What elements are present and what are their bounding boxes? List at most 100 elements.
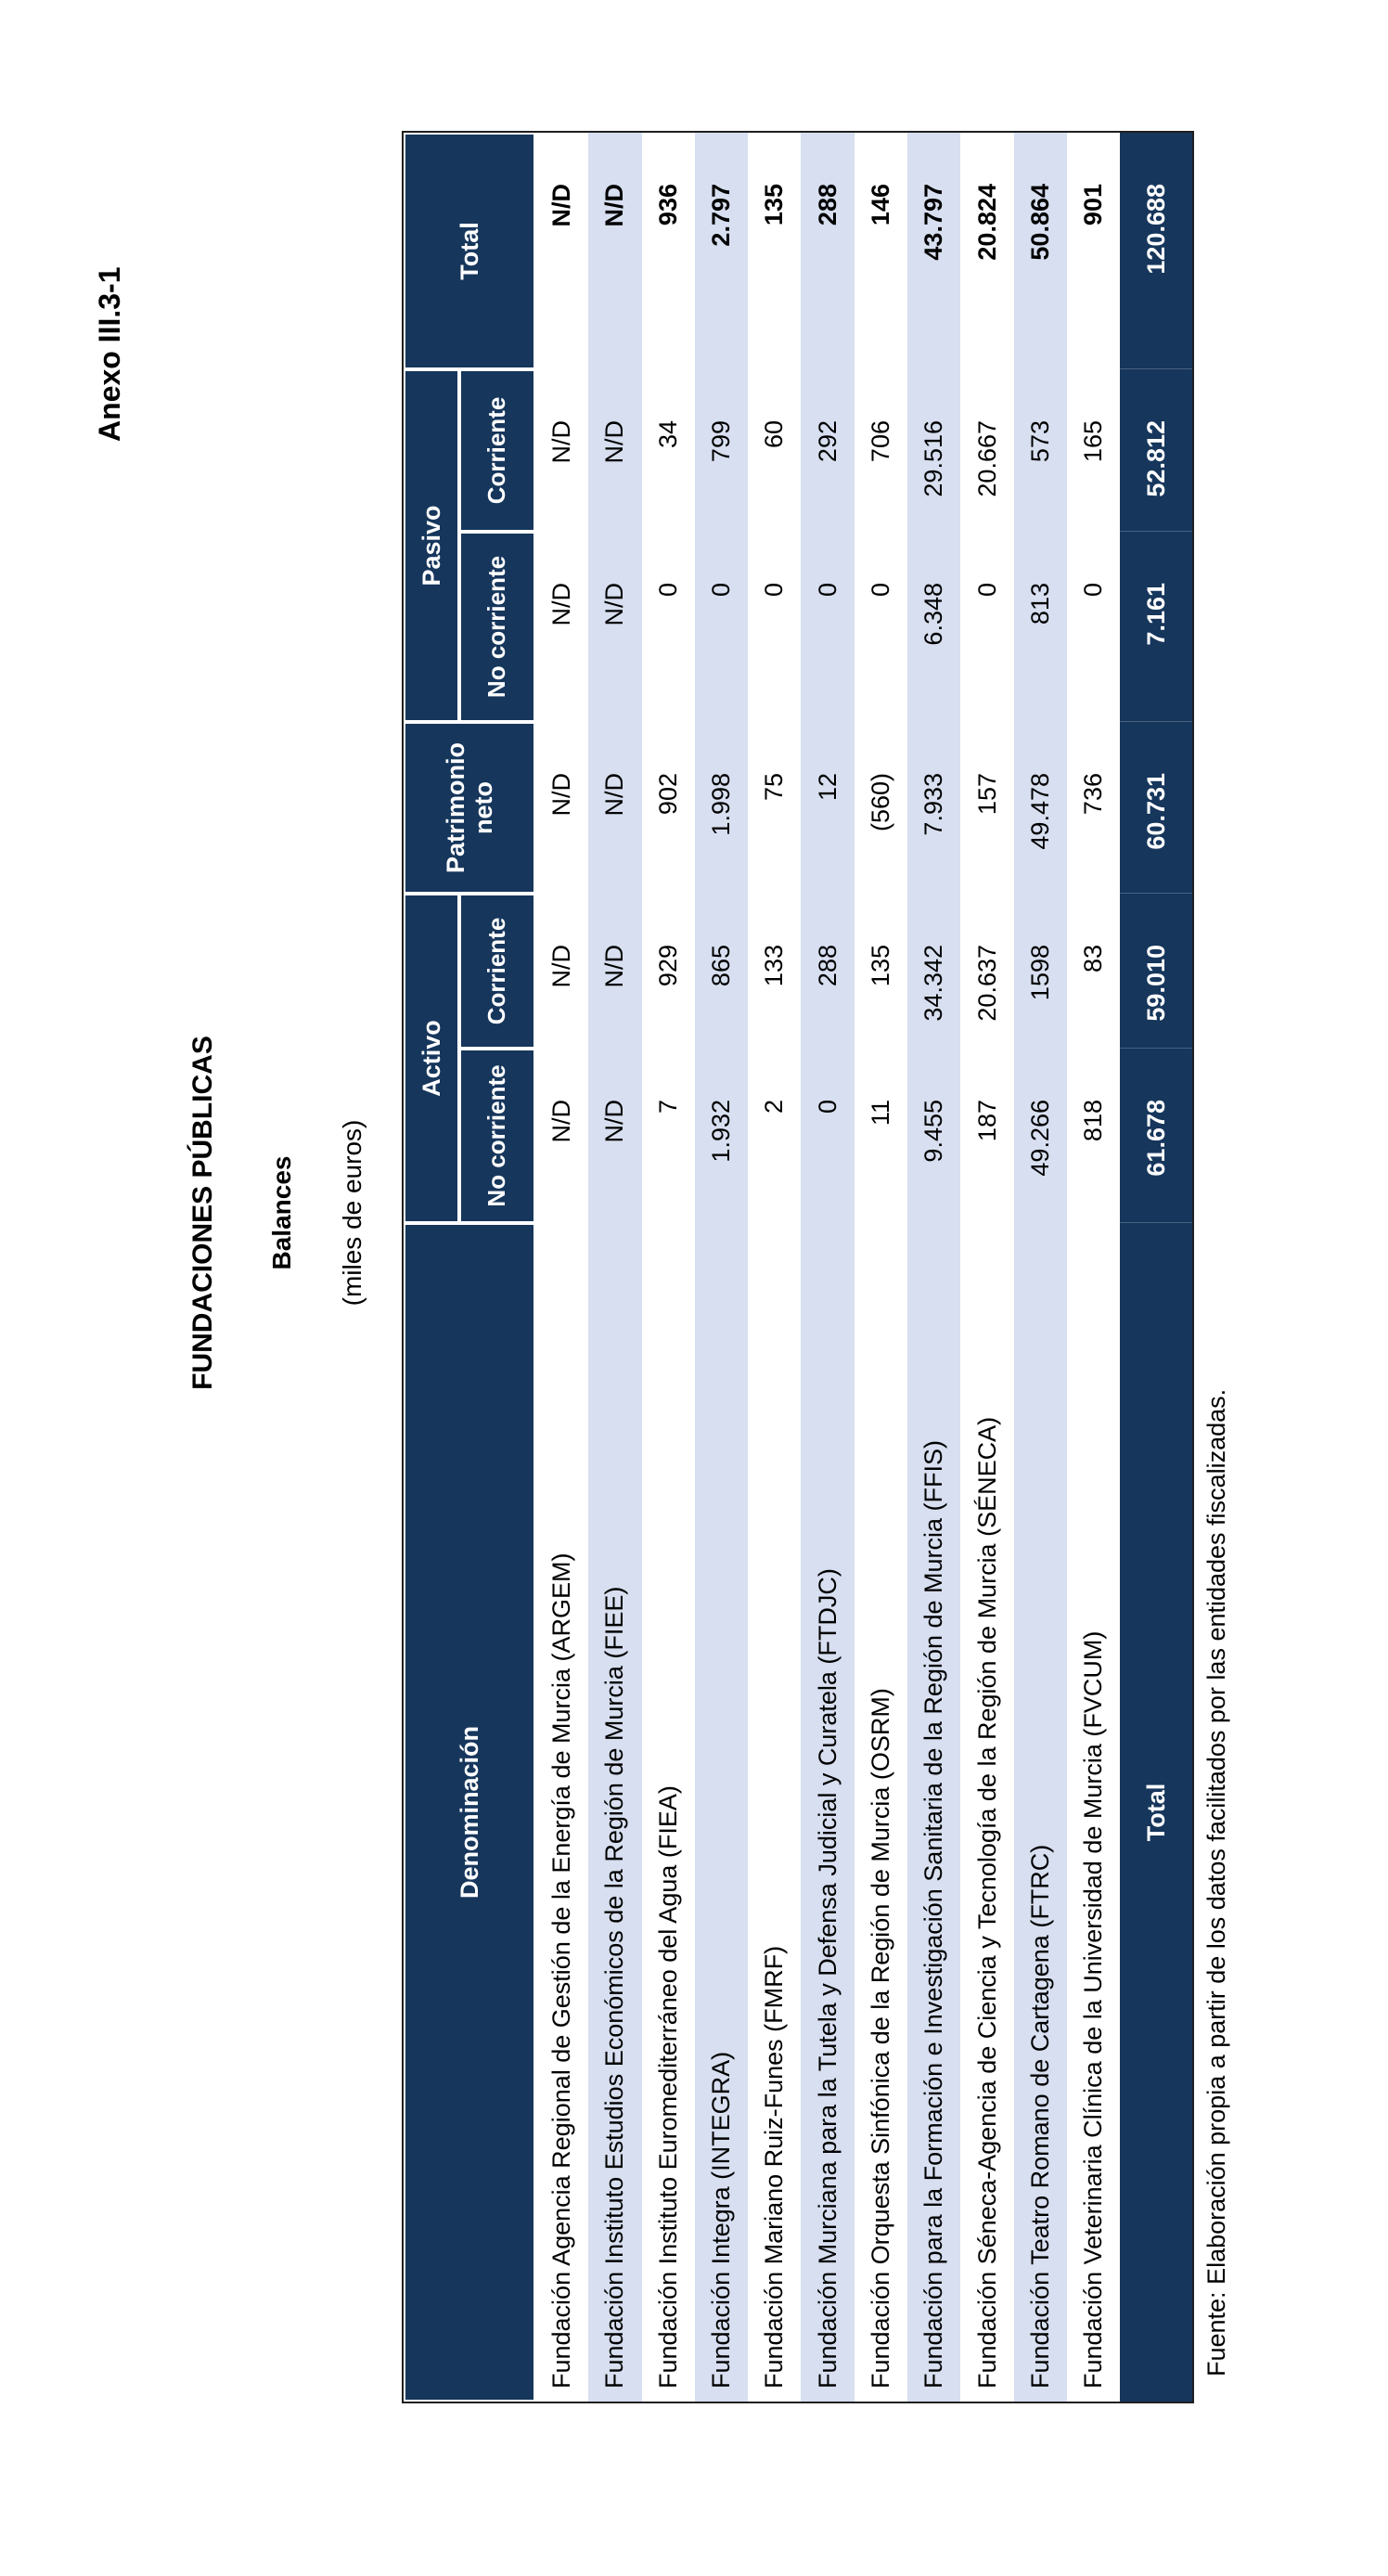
header-pasivo-no-corriente: No corriente [459,532,535,722]
cell-activo-no-corriente: 9.455 [907,1049,961,1223]
total-activo-corriente: 59.010 [1120,894,1193,1049]
cell-pasivo-no-corriente: 0 [960,532,1014,722]
cell-patrimonio-neto: 7.933 [907,722,961,894]
cell-pasivo-no-corriente: 0 [854,532,908,722]
page-title: FUNDACIONES PÚBLICAS [187,1036,218,1390]
units-note: (miles de euros) [338,1119,366,1307]
row-name: Fundación Mariano Ruiz-Funes (FMRF) [748,1223,802,2402]
row-name: Fundación Instituto Euromediterráneo del… [641,1223,695,2402]
page-subtitle: Balances [267,1155,296,1270]
cell-total: 135 [748,133,802,369]
cell-activo-no-corriente: N/D [535,1049,589,1223]
balances-table: Denominación Activo No corriente Corrien… [402,131,1195,2403]
total-patrimonio-neto: 60.731 [1120,722,1193,894]
cell-activo-no-corriente: N/D [588,1049,642,1223]
header-pasivo-corriente: Corriente [459,369,535,532]
total-pasivo-corriente: 52.812 [1120,369,1193,532]
cell-pasivo-no-corriente: 0 [748,532,802,722]
cell-pasivo-no-corriente: 813 [1013,532,1067,722]
cell-total: 288 [801,133,855,369]
cell-pasivo-corriente: 292 [801,369,855,532]
cell-pasivo-corriente: 799 [694,369,749,532]
cell-total: N/D [588,133,642,369]
cell-patrimonio-neto: (560) [854,722,908,894]
row-name: Fundación Séneca-Agencia de Ciencia y Te… [960,1223,1014,2402]
cell-total: N/D [535,133,589,369]
header-activo-no-corriente: No corriente [459,1049,535,1223]
cell-pasivo-corriente: 29.516 [907,369,961,532]
cell-pasivo-corriente: 20.667 [960,369,1014,532]
cell-activo-corriente: 288 [801,894,855,1049]
cell-activo-corriente: N/D [588,894,642,1049]
cell-activo-no-corriente: 0 [801,1049,855,1223]
cell-pasivo-corriente: 573 [1013,369,1067,532]
cell-activo-corriente: 20.637 [960,894,1014,1049]
cell-total: 936 [641,133,695,369]
cell-total: 20.824 [960,133,1014,369]
total-total: 120.688 [1120,133,1193,369]
header-total: Total [404,133,535,369]
cell-patrimonio-neto: 736 [1066,722,1121,894]
row-name: Fundación Veterinaria Clínica de la Univ… [1066,1223,1121,2402]
cell-total: 146 [854,133,908,369]
header-denominacion: Denominación [404,1223,535,2402]
cell-patrimonio-neto: 157 [960,722,1014,894]
cell-pasivo-corriente: 165 [1066,369,1121,532]
cell-pasivo-corriente: 60 [748,369,802,532]
row-name: Fundación Orquesta Sinfónica de la Regió… [854,1223,908,2402]
cell-pasivo-no-corriente: 0 [801,532,855,722]
row-name: Fundación Instituto Estudios Económicos … [588,1223,642,2402]
total-row-label: Total [1120,1223,1193,2402]
header-activo-corriente: Corriente [459,894,535,1049]
cell-pasivo-no-corriente: 6.348 [907,532,961,722]
cell-patrimonio-neto: 75 [748,722,802,894]
cell-activo-corriente: 865 [694,894,749,1049]
cell-activo-corriente: 133 [748,894,802,1049]
cell-patrimonio-neto: N/D [535,722,589,894]
cell-activo-no-corriente: 818 [1066,1049,1121,1223]
cell-total: 2.797 [694,133,749,369]
header-group-pasivo: Pasivo [404,369,459,722]
row-name: Fundación para la Formación e Investigac… [907,1223,961,2402]
row-name: Fundación Agencia Regional de Gestión de… [535,1223,589,2402]
cell-total: 43.797 [907,133,961,369]
cell-activo-corriente: 83 [1066,894,1121,1049]
cell-pasivo-corriente: 34 [641,369,695,532]
annex-label: Anexo III.3-1 [93,266,126,443]
cell-pasivo-corriente: 706 [854,369,908,532]
total-pasivo-no-corriente: 7.161 [1120,532,1193,722]
header-patrimonio-neto: Patrimonio neto [404,722,535,894]
cell-activo-no-corriente: 187 [960,1049,1014,1223]
cell-pasivo-no-corriente: 0 [1066,532,1121,722]
cell-activo-corriente: 34.342 [907,894,961,1049]
cell-activo-no-corriente: 2 [748,1049,802,1223]
cell-pasivo-no-corriente: 0 [694,532,749,722]
cell-patrimonio-neto: 1.998 [694,722,749,894]
header-group-activo: Activo [404,894,459,1223]
cell-patrimonio-neto: N/D [588,722,642,894]
cell-pasivo-no-corriente: N/D [588,532,642,722]
cell-activo-no-corriente: 49.266 [1013,1049,1067,1223]
cell-pasivo-corriente: N/D [588,369,642,532]
cell-activo-corriente: 1598 [1013,894,1067,1049]
cell-activo-corriente: 135 [854,894,908,1049]
cell-pasivo-no-corriente: 0 [641,532,695,722]
cell-total: 50.864 [1013,133,1067,369]
cell-activo-no-corriente: 1.932 [694,1049,749,1223]
cell-patrimonio-neto: 902 [641,722,695,894]
cell-patrimonio-neto: 12 [801,722,855,894]
cell-activo-no-corriente: 11 [854,1049,908,1223]
cell-pasivo-corriente: N/D [535,369,589,532]
cell-patrimonio-neto: 49.478 [1013,722,1067,894]
cell-activo-no-corriente: 7 [641,1049,695,1223]
cell-pasivo-no-corriente: N/D [535,532,589,722]
source-note: Fuente: Elaboración propia a partir de l… [1202,1388,1230,2376]
row-name: Fundación Teatro Romano de Cartagena (FT… [1013,1223,1067,2402]
cell-activo-corriente: 929 [641,894,695,1049]
row-name: Fundación Murciana para la Tutela y Defe… [801,1223,855,2402]
cell-total: 901 [1066,133,1121,369]
row-name: Fundación Integra (INTEGRA) [694,1223,749,2402]
total-activo-no-corriente: 61.678 [1120,1049,1193,1223]
